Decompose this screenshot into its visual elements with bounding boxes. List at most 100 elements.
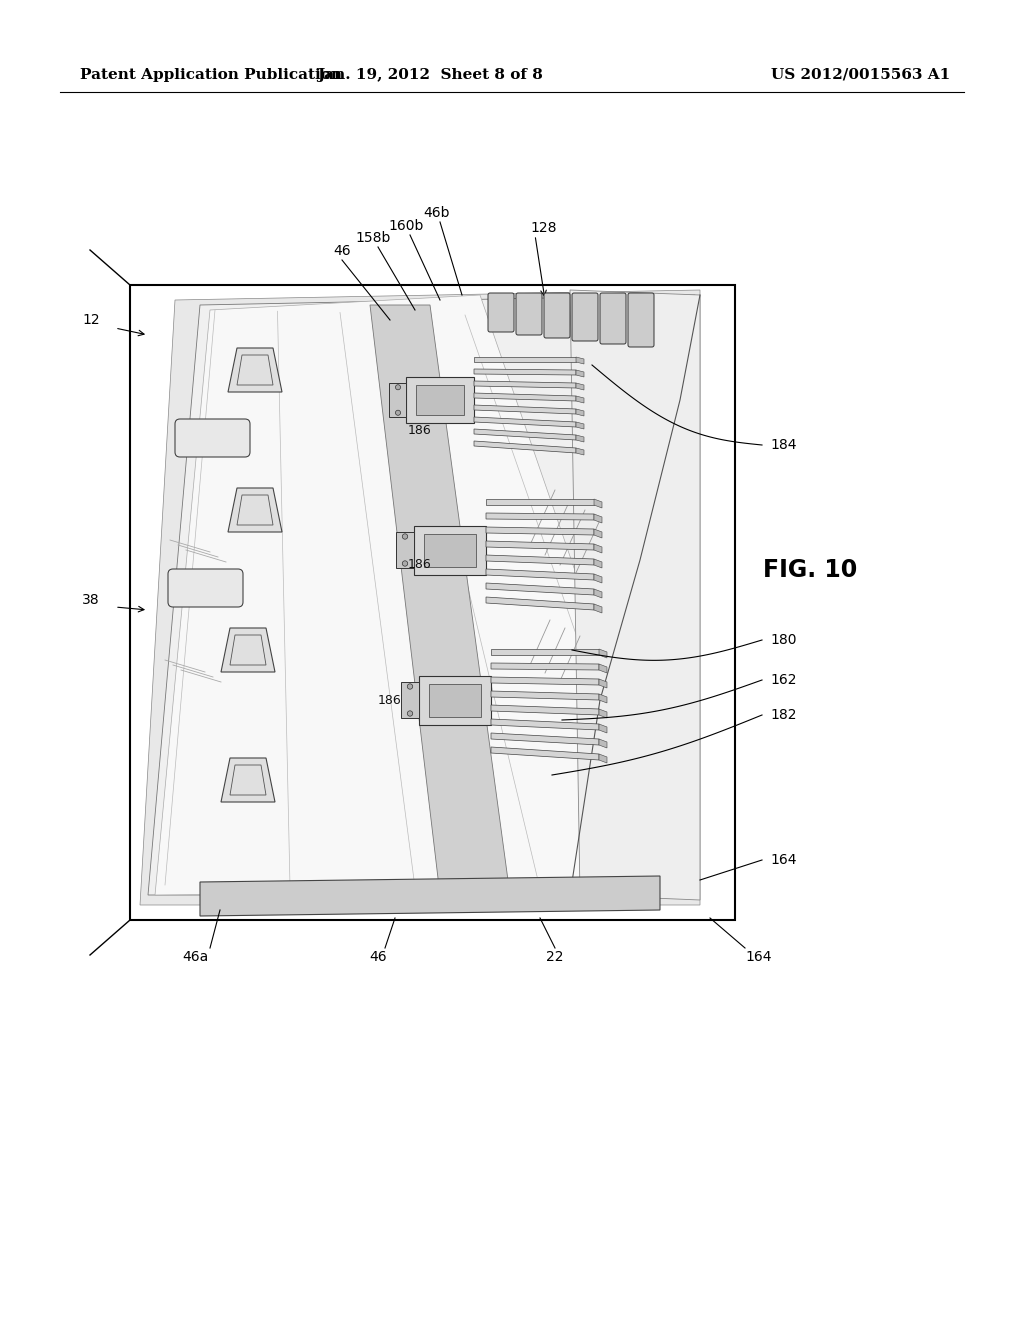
Text: Patent Application Publication: Patent Application Publication xyxy=(80,69,342,82)
Polygon shape xyxy=(140,290,700,906)
FancyBboxPatch shape xyxy=(175,418,250,457)
Polygon shape xyxy=(486,527,594,535)
Text: 184: 184 xyxy=(770,438,797,451)
Polygon shape xyxy=(575,370,584,378)
Circle shape xyxy=(395,411,400,416)
Polygon shape xyxy=(490,747,599,760)
Polygon shape xyxy=(599,754,607,763)
Polygon shape xyxy=(490,705,599,715)
Text: 12: 12 xyxy=(82,313,100,327)
Polygon shape xyxy=(594,499,602,508)
Polygon shape xyxy=(490,690,599,700)
Polygon shape xyxy=(490,677,599,685)
Bar xyxy=(419,676,490,725)
Polygon shape xyxy=(474,429,575,440)
Polygon shape xyxy=(474,370,575,375)
Polygon shape xyxy=(490,719,599,730)
Bar xyxy=(429,684,481,717)
Bar xyxy=(414,525,486,576)
Polygon shape xyxy=(486,597,594,610)
Polygon shape xyxy=(599,709,607,718)
Polygon shape xyxy=(474,417,575,426)
Polygon shape xyxy=(575,409,584,416)
Polygon shape xyxy=(474,405,575,414)
Text: 46a: 46a xyxy=(182,950,208,964)
Polygon shape xyxy=(221,758,275,803)
Text: Jan. 19, 2012  Sheet 8 of 8: Jan. 19, 2012 Sheet 8 of 8 xyxy=(317,69,543,82)
FancyBboxPatch shape xyxy=(168,569,243,607)
Text: 22: 22 xyxy=(546,950,564,964)
Polygon shape xyxy=(474,356,575,362)
Polygon shape xyxy=(594,558,602,568)
Polygon shape xyxy=(570,290,700,900)
Polygon shape xyxy=(148,294,695,895)
Circle shape xyxy=(402,561,408,566)
Polygon shape xyxy=(228,348,282,392)
Polygon shape xyxy=(155,294,685,895)
FancyBboxPatch shape xyxy=(516,293,542,335)
Polygon shape xyxy=(594,589,602,598)
Polygon shape xyxy=(594,574,602,583)
Text: 128: 128 xyxy=(530,220,556,235)
Text: FIG. 10: FIG. 10 xyxy=(763,558,857,582)
FancyBboxPatch shape xyxy=(628,293,654,347)
Text: US 2012/0015563 A1: US 2012/0015563 A1 xyxy=(771,69,950,82)
Polygon shape xyxy=(486,513,594,520)
Text: 158b: 158b xyxy=(355,231,391,246)
Text: 186: 186 xyxy=(409,558,432,572)
Polygon shape xyxy=(200,876,660,916)
Polygon shape xyxy=(599,664,607,673)
Polygon shape xyxy=(228,488,282,532)
Polygon shape xyxy=(575,447,584,455)
Polygon shape xyxy=(575,422,584,429)
Polygon shape xyxy=(575,436,584,442)
Text: 182: 182 xyxy=(770,708,797,722)
Text: 46b: 46b xyxy=(424,206,451,220)
Bar xyxy=(401,682,419,718)
Polygon shape xyxy=(599,649,607,657)
Polygon shape xyxy=(486,569,594,579)
Polygon shape xyxy=(490,649,599,655)
FancyBboxPatch shape xyxy=(488,293,514,333)
Polygon shape xyxy=(599,739,607,748)
Circle shape xyxy=(408,710,413,717)
Text: 186: 186 xyxy=(378,693,401,706)
Bar xyxy=(424,535,476,568)
FancyBboxPatch shape xyxy=(600,293,626,345)
Polygon shape xyxy=(486,554,594,565)
Bar xyxy=(389,383,406,417)
Bar xyxy=(406,378,474,422)
Text: 180: 180 xyxy=(770,634,797,647)
Text: 46: 46 xyxy=(370,950,387,964)
Polygon shape xyxy=(490,733,599,744)
FancyBboxPatch shape xyxy=(572,293,598,341)
Circle shape xyxy=(402,533,408,539)
Circle shape xyxy=(395,384,400,389)
Polygon shape xyxy=(594,513,602,523)
Text: 38: 38 xyxy=(82,593,100,607)
Polygon shape xyxy=(594,529,602,539)
Text: 160b: 160b xyxy=(388,219,424,234)
Polygon shape xyxy=(490,663,599,671)
FancyBboxPatch shape xyxy=(544,293,570,338)
Polygon shape xyxy=(474,381,575,388)
Polygon shape xyxy=(575,396,584,403)
Polygon shape xyxy=(474,441,575,453)
Text: 46: 46 xyxy=(333,244,351,257)
Polygon shape xyxy=(486,583,594,595)
Polygon shape xyxy=(575,356,584,364)
Polygon shape xyxy=(221,628,275,672)
Polygon shape xyxy=(575,383,584,389)
Bar xyxy=(396,532,414,568)
Text: 186: 186 xyxy=(409,424,432,437)
Polygon shape xyxy=(474,393,575,401)
Polygon shape xyxy=(594,544,602,553)
Polygon shape xyxy=(486,541,594,550)
Polygon shape xyxy=(599,678,607,688)
Bar xyxy=(130,285,735,920)
Polygon shape xyxy=(599,694,607,704)
Text: 164: 164 xyxy=(770,853,797,867)
Bar xyxy=(416,385,464,414)
Polygon shape xyxy=(486,499,594,506)
Polygon shape xyxy=(594,605,602,612)
